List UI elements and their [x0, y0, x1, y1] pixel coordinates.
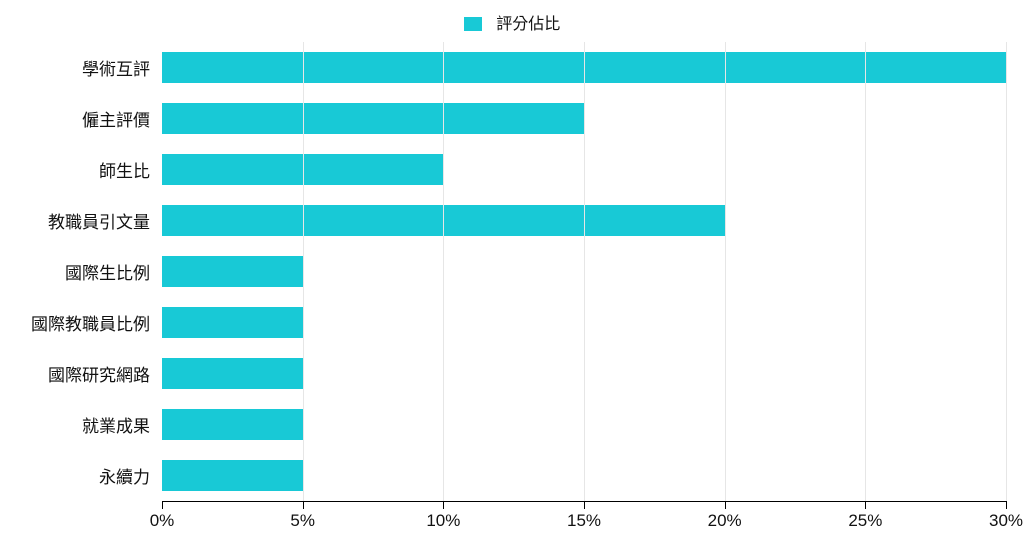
category-label: 學術互評 [0, 55, 150, 80]
gridline [303, 42, 304, 501]
x-tick [162, 501, 163, 509]
x-tick [865, 501, 866, 509]
bar [162, 256, 303, 288]
legend-swatch [464, 17, 482, 31]
x-tick [725, 501, 726, 509]
x-tick [1006, 501, 1007, 509]
x-tick [303, 501, 304, 509]
x-tick-label: 20% [708, 511, 742, 531]
category-label: 僱主評價 [0, 106, 150, 131]
x-tick-label: 0% [150, 511, 175, 531]
chart-legend: 評分佔比 [0, 10, 1024, 34]
x-tick [584, 501, 585, 509]
gridline [584, 42, 585, 501]
gridline [443, 42, 444, 501]
x-tick-label: 10% [426, 511, 460, 531]
category-label: 師生比 [0, 157, 150, 182]
legend-label: 評分佔比 [496, 16, 560, 33]
x-tick-label: 30% [989, 511, 1023, 531]
category-label: 教職員引文量 [0, 208, 150, 233]
bar [162, 409, 303, 441]
x-tick-label: 5% [290, 511, 315, 531]
category-label: 國際教職員比例 [0, 310, 150, 335]
category-label: 永續力 [0, 463, 150, 488]
category-label: 國際生比例 [0, 259, 150, 284]
gridline [865, 42, 866, 501]
category-label: 就業成果 [0, 412, 150, 437]
bar [162, 460, 303, 492]
x-tick-label: 25% [848, 511, 882, 531]
x-tick [443, 501, 444, 509]
category-label: 國際研究網路 [0, 361, 150, 386]
plot-area: 學術互評僱主評價師生比教職員引文量國際生比例國際教職員比例國際研究網路就業成果永… [162, 42, 1006, 502]
gridline [725, 42, 726, 501]
bar [162, 358, 303, 390]
bar [162, 307, 303, 339]
bar [162, 103, 584, 135]
gridline [1006, 42, 1007, 501]
x-tick-label: 15% [567, 511, 601, 531]
ranking-weights-chart: 評分佔比 學術互評僱主評價師生比教職員引文量國際生比例國際教職員比例國際研究網路… [0, 0, 1024, 536]
